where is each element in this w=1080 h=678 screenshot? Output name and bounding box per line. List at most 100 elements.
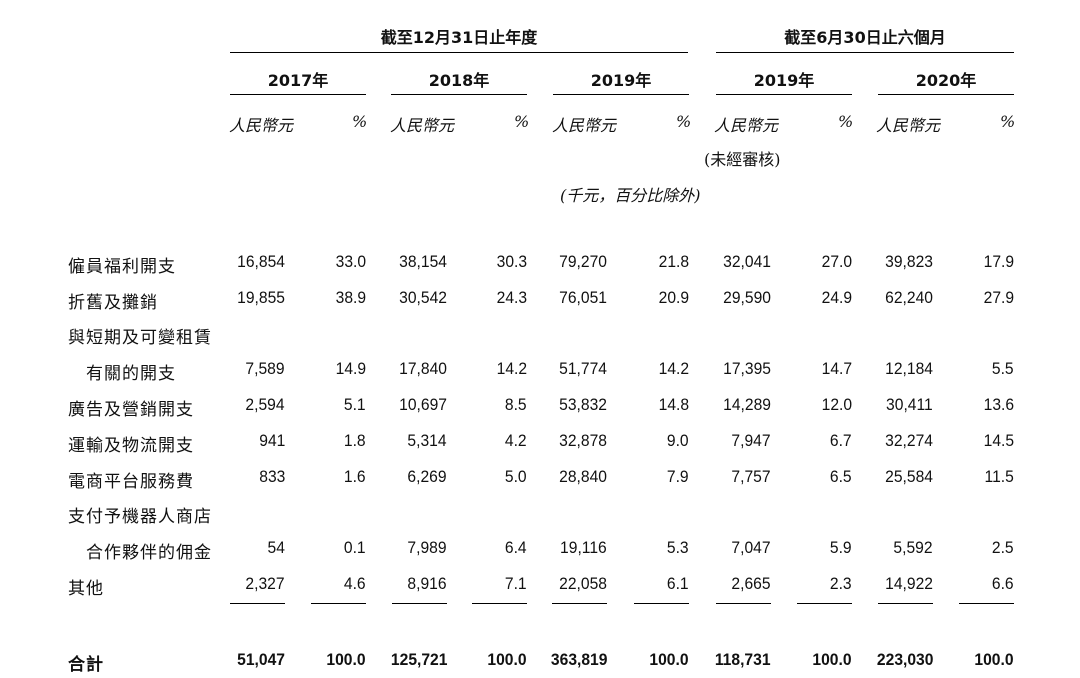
subtotal-rule bbox=[311, 603, 366, 604]
amount-cell: 79,270 bbox=[559, 252, 607, 271]
rule-year-2020-6m bbox=[878, 94, 1014, 95]
percent-cell: 20.9 bbox=[658, 288, 689, 307]
amount-cell: 53,832 bbox=[559, 395, 607, 414]
amount-cell: 7,947 bbox=[731, 431, 771, 450]
percent-cell: 14.8 bbox=[658, 395, 689, 414]
total-amount-cell: 118,731 bbox=[715, 650, 771, 669]
percent-cell: 6.7 bbox=[830, 431, 852, 450]
amount-cell: 14,289 bbox=[723, 395, 771, 414]
total-percent-cell: 100.0 bbox=[649, 650, 689, 669]
percent-cell: 6.5 bbox=[830, 467, 852, 486]
rule-year-2019 bbox=[553, 94, 689, 95]
percent-cell: 24.9 bbox=[821, 288, 852, 307]
unit-pct-2020-6m: % bbox=[1000, 112, 1016, 131]
unit-pct-2019-6m: % bbox=[838, 112, 854, 131]
amount-cell: 22,058 bbox=[559, 574, 607, 593]
rule-group-6m bbox=[716, 52, 1014, 53]
amount-cell: 17,395 bbox=[723, 359, 771, 378]
percent-cell: 24.3 bbox=[496, 288, 527, 307]
unit-pct-2019: % bbox=[676, 112, 692, 131]
percent-cell: 14.2 bbox=[496, 359, 527, 378]
total-amount-cell: 51,047 bbox=[237, 650, 285, 669]
amount-cell: 5,592 bbox=[893, 538, 933, 557]
percent-cell: 5.5 bbox=[992, 359, 1014, 378]
percent-cell: 5.1 bbox=[344, 395, 366, 414]
row-label: 有關的開支 bbox=[86, 364, 176, 384]
subtotal-rule bbox=[552, 603, 607, 604]
amount-cell: 7,589 bbox=[245, 359, 285, 378]
total-percent-cell: 100.0 bbox=[487, 650, 527, 669]
subtotal-rule bbox=[959, 603, 1014, 604]
amount-cell: 2,594 bbox=[245, 395, 285, 414]
percent-cell: 21.8 bbox=[658, 252, 689, 271]
total-percent-cell: 100.0 bbox=[326, 650, 366, 669]
row-label: 廣告及營銷開支 bbox=[68, 400, 194, 420]
amount-cell: 2,327 bbox=[245, 574, 285, 593]
subtotal-rule bbox=[716, 603, 771, 604]
percent-cell: 0.1 bbox=[344, 538, 366, 557]
unaudited-note: (未經審核) bbox=[704, 150, 781, 169]
rule-year-2018 bbox=[391, 94, 527, 95]
total-percent-cell: 100.0 bbox=[974, 650, 1014, 669]
header-year-2020-6m: 2020年 bbox=[915, 71, 977, 90]
amount-cell: 32,274 bbox=[885, 431, 933, 450]
amount-cell: 54 bbox=[267, 538, 285, 557]
percent-cell: 30.3 bbox=[496, 252, 527, 271]
rule-year-2019-6m bbox=[716, 94, 852, 95]
amount-cell: 32,878 bbox=[559, 431, 607, 450]
subtotal-rule bbox=[878, 603, 933, 604]
amount-cell: 29,590 bbox=[723, 288, 771, 307]
row-label: 合作夥伴的佣金 bbox=[86, 543, 212, 563]
row-label: 支付予機器人商店 bbox=[68, 507, 212, 527]
percent-cell: 33.0 bbox=[335, 252, 366, 271]
total-amount-cell: 125,721 bbox=[390, 650, 447, 669]
amount-cell: 51,774 bbox=[559, 359, 607, 378]
amount-cell: 38,154 bbox=[399, 252, 447, 271]
amount-cell: 833 bbox=[258, 467, 285, 486]
header-year-2018: 2018年 bbox=[428, 71, 490, 90]
header-six-months: 截至6月30日止六個月 bbox=[784, 28, 946, 47]
amount-cell: 6,269 bbox=[407, 467, 447, 486]
unit-rmb-2020-6m: 人民幣元 bbox=[876, 116, 941, 135]
amount-cell: 2,665 bbox=[731, 574, 771, 593]
row-label: 折舊及攤銷 bbox=[68, 293, 158, 313]
percent-cell: 4.2 bbox=[505, 431, 527, 450]
total-percent-cell: 100.0 bbox=[812, 650, 852, 669]
subtotal-rule bbox=[634, 603, 689, 604]
unit-note: (千元，百分比除外) bbox=[560, 186, 701, 205]
amount-cell: 5,314 bbox=[407, 431, 447, 450]
row-label: 僱員福利開支 bbox=[68, 257, 176, 277]
rule-year-2017 bbox=[230, 94, 366, 95]
amount-cell: 30,542 bbox=[399, 288, 447, 307]
percent-cell: 12.0 bbox=[821, 395, 852, 414]
unit-rmb-2017: 人民幣元 bbox=[229, 116, 294, 135]
percent-cell: 7.1 bbox=[505, 574, 527, 593]
percent-cell: 1.6 bbox=[344, 467, 366, 486]
total-label: 合計 bbox=[68, 655, 104, 675]
percent-cell: 14.5 bbox=[983, 431, 1014, 450]
unit-rmb-2018: 人民幣元 bbox=[390, 116, 455, 135]
percent-cell: 5.9 bbox=[830, 538, 852, 557]
header-year-2019: 2019年 bbox=[590, 71, 652, 90]
percent-cell: 17.9 bbox=[983, 252, 1014, 271]
percent-cell: 38.9 bbox=[335, 288, 366, 307]
percent-cell: 5.3 bbox=[667, 538, 689, 557]
percent-cell: 14.7 bbox=[821, 359, 852, 378]
subtotal-rule bbox=[392, 603, 447, 604]
percent-cell: 11.5 bbox=[984, 467, 1014, 486]
amount-cell: 32,041 bbox=[723, 252, 771, 271]
total-amount-cell: 363,819 bbox=[550, 650, 607, 669]
percent-cell: 6.1 bbox=[667, 574, 689, 593]
percent-cell: 6.4 bbox=[505, 538, 527, 557]
row-label: 電商平台服務費 bbox=[68, 472, 194, 492]
percent-cell: 7.9 bbox=[667, 467, 689, 486]
percent-cell: 14.9 bbox=[335, 359, 366, 378]
percent-cell: 2.5 bbox=[992, 538, 1014, 557]
unit-rmb-2019-6m: 人民幣元 bbox=[714, 116, 779, 135]
amount-cell: 39,823 bbox=[885, 252, 933, 271]
percent-cell: 27.9 bbox=[983, 288, 1014, 307]
amount-cell: 19,116 bbox=[560, 538, 607, 557]
percent-cell: 5.0 bbox=[505, 467, 527, 486]
percent-cell: 8.5 bbox=[505, 395, 527, 414]
header-fiscal-year: 截至12月31日止年度 bbox=[380, 28, 538, 47]
